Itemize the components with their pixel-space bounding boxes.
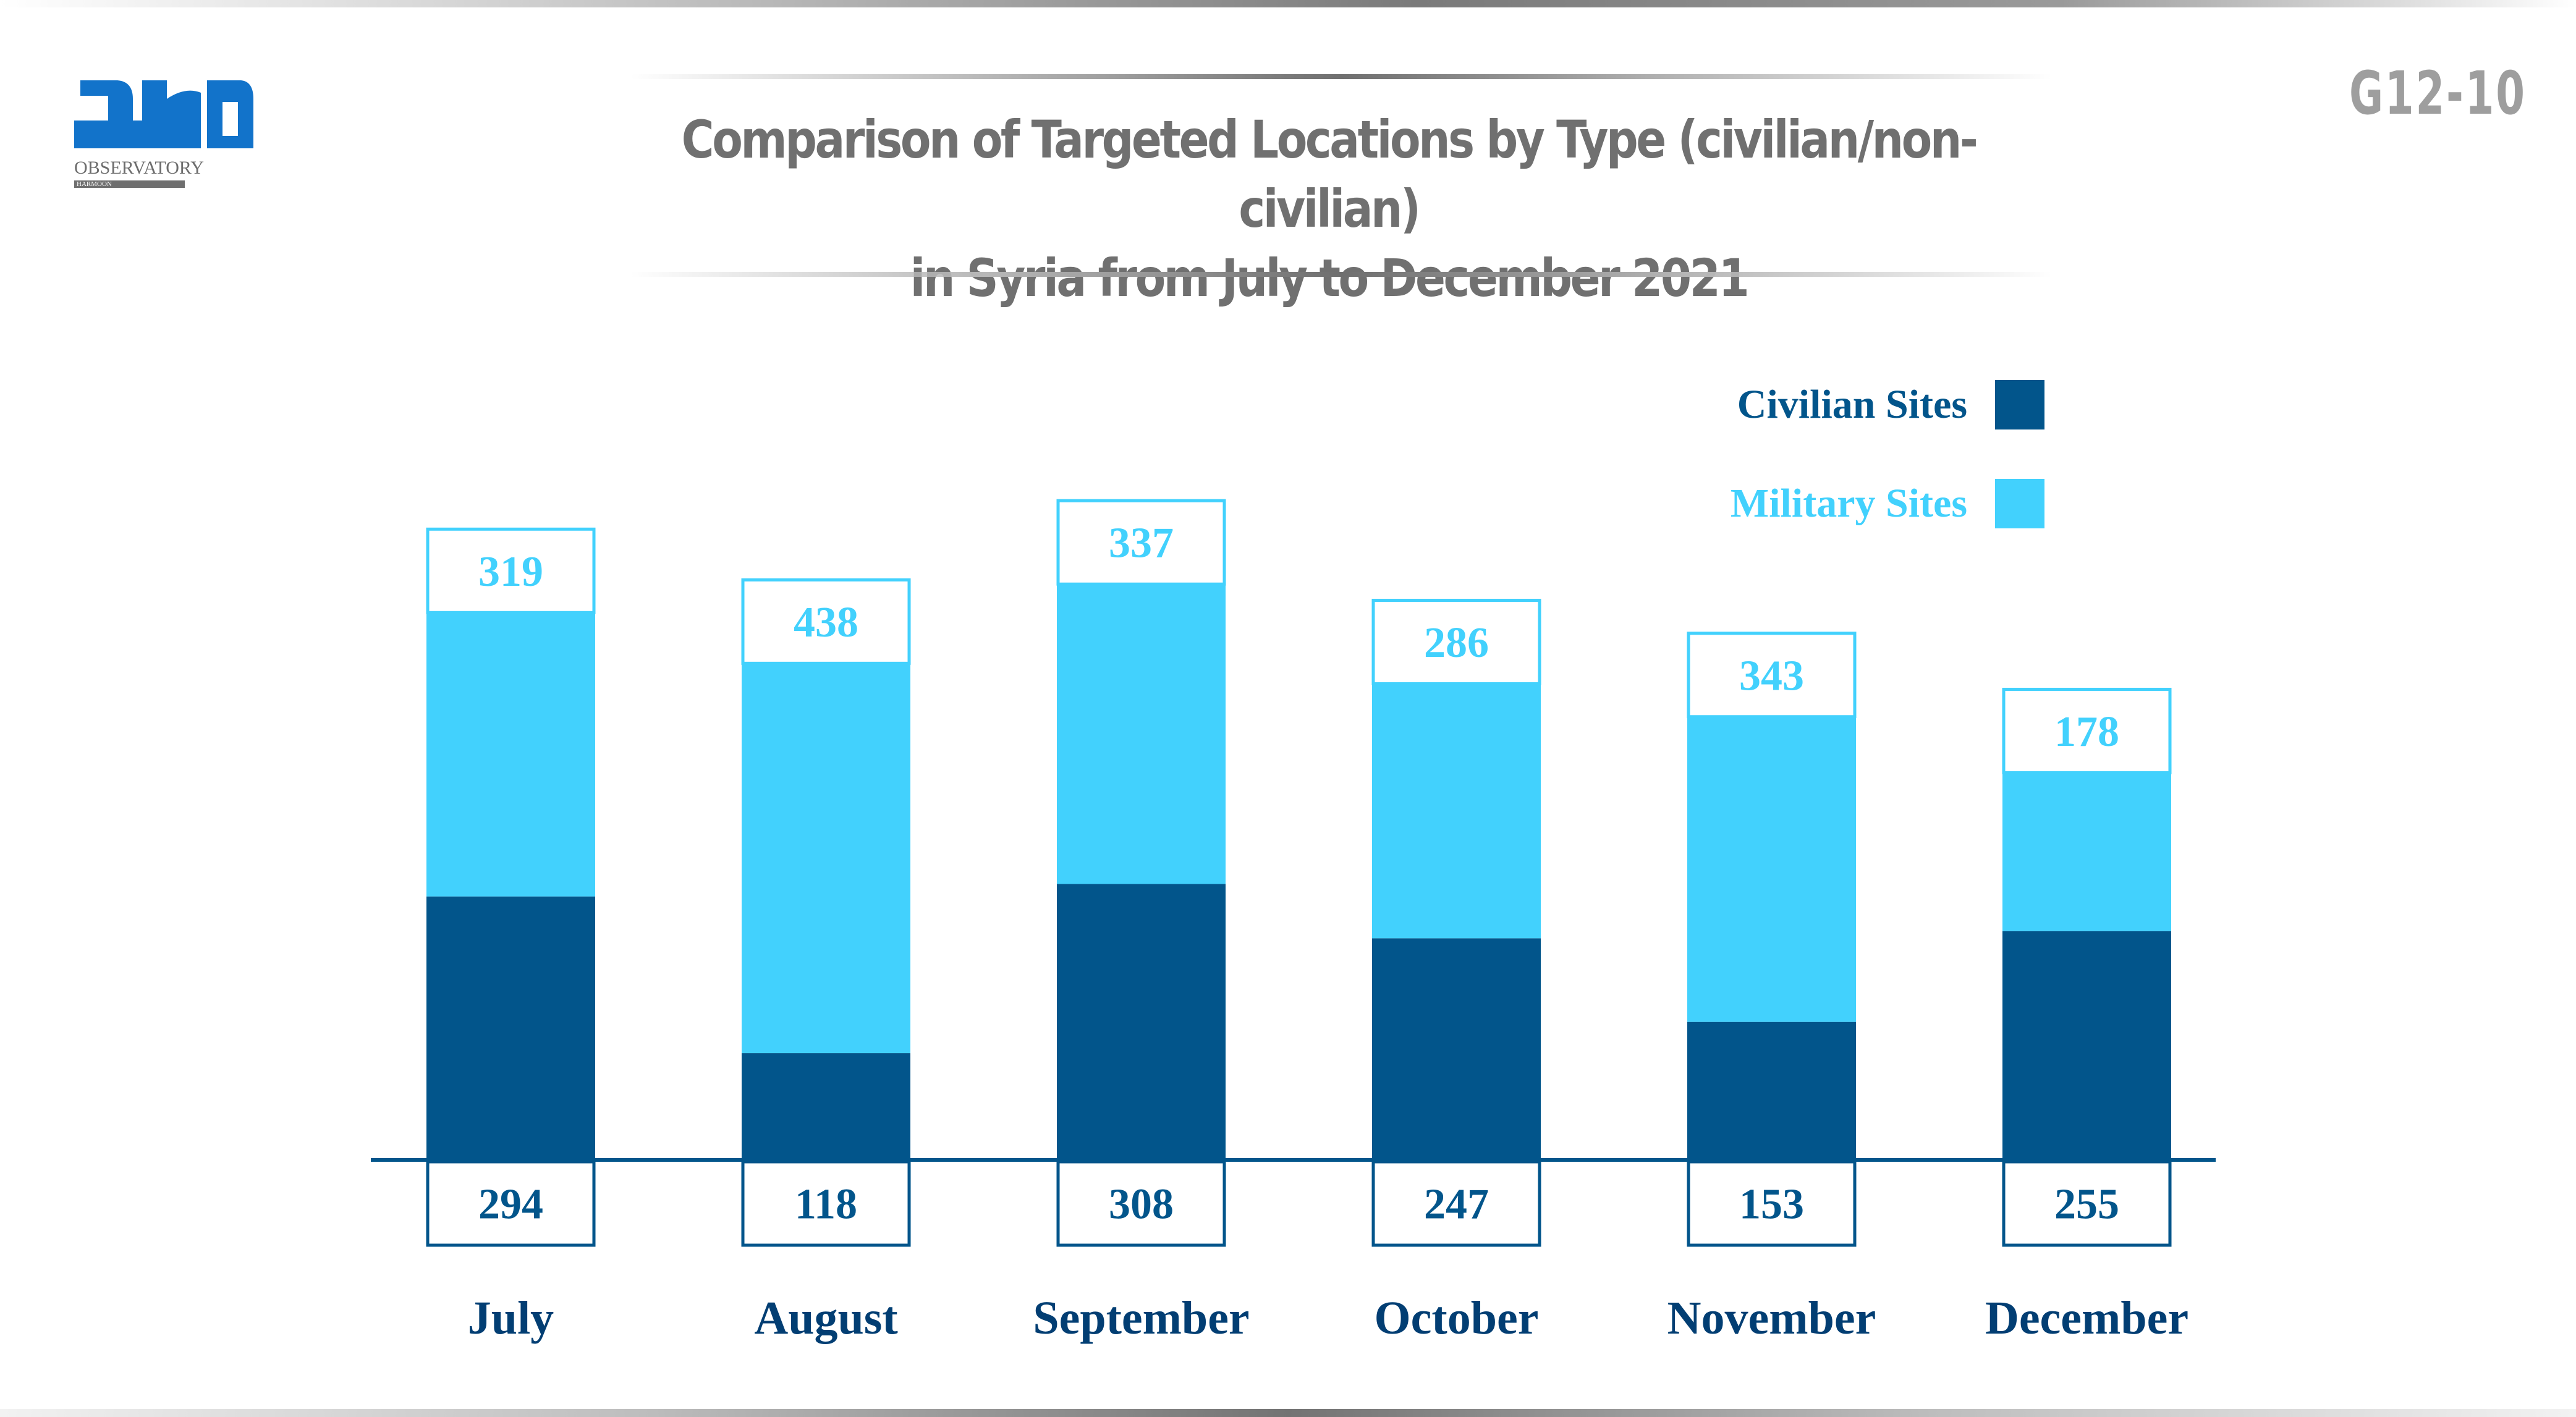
value-label-military-august: 438 <box>794 599 858 646</box>
value-label-civilian-july: 294 <box>478 1181 543 1229</box>
value-label-civilian-october: 247 <box>1424 1181 1489 1229</box>
value-box-civilian-december <box>2002 1160 2172 1247</box>
value-box-civilian-august <box>741 1160 911 1247</box>
bar-military-october <box>1372 683 1541 939</box>
observatory-logo: OBSERVATORY HARMOON <box>74 74 260 192</box>
bottom-decorative-rule <box>0 1409 2576 1417</box>
logo-english-subtext: HARMOON <box>74 180 185 188</box>
value-box-military-august <box>741 578 911 665</box>
value-box-military-october <box>1371 598 1541 685</box>
value-box-military-november <box>1687 632 1857 719</box>
bar-civilian-september <box>1057 884 1226 1158</box>
top-decorative-rule <box>0 0 2576 7</box>
legend-item-military: Military Sites <box>1731 479 2044 528</box>
logo-english-text: OBSERVATORY <box>74 158 204 178</box>
bar-civilian-november <box>1687 1022 1856 1158</box>
title-rule-top <box>630 74 2052 79</box>
value-label-civilian-november: 153 <box>1739 1181 1804 1229</box>
bar-military-november <box>1687 716 1856 1022</box>
bar-civilian-december <box>2002 931 2171 1158</box>
value-box-military-september <box>1056 499 1226 586</box>
title-rule-bottom <box>630 272 2052 277</box>
x-tick-label-august: August <box>754 1292 897 1344</box>
bar-military-july <box>426 612 595 897</box>
x-tick-label-september: September <box>1033 1292 1249 1344</box>
value-label-military-july: 319 <box>478 548 543 596</box>
x-tick-label-november: November <box>1667 1292 1876 1344</box>
value-label-military-november: 343 <box>1739 652 1804 700</box>
legend-swatch-military <box>1995 479 2044 528</box>
chart-title: Comparison of Targeted Locations by Type… <box>638 105 2020 313</box>
bar-military-december <box>2002 772 2171 931</box>
value-box-civilian-september <box>1056 1160 1226 1247</box>
value-box-military-july <box>426 527 596 614</box>
value-label-civilian-august: 118 <box>795 1181 857 1229</box>
value-box-civilian-october <box>1371 1160 1541 1247</box>
chart-title-line-2: in Syria from July to December 2021 <box>910 248 1750 308</box>
value-label-civilian-september: 308 <box>1109 1181 1174 1229</box>
value-box-military-december <box>2002 687 2172 774</box>
value-box-civilian-july <box>426 1160 596 1247</box>
value-label-military-september: 337 <box>1109 520 1174 567</box>
bar-military-september <box>1057 584 1226 884</box>
value-label-military-october: 286 <box>1424 619 1489 667</box>
bar-civilian-august <box>742 1053 910 1158</box>
logo-arabic-mark-icon <box>74 80 253 148</box>
x-tick-label-december: December <box>1985 1292 2188 1344</box>
bar-civilian-july <box>426 896 595 1158</box>
bar-military-august <box>742 663 910 1054</box>
legend-label-military: Military Sites <box>1730 481 1967 526</box>
x-tick-label-july: July <box>468 1292 554 1344</box>
x-tick-label-october: October <box>1375 1292 1539 1344</box>
chart-title-line-1: Comparison of Targeted Locations by Type… <box>681 109 1978 239</box>
value-label-civilian-december: 255 <box>2054 1181 2119 1229</box>
value-box-civilian-november <box>1687 1160 1857 1247</box>
legend-item-civilian: Civilian Sites <box>1737 380 2044 429</box>
bar-civilian-october <box>1372 938 1541 1158</box>
legend-swatch-civilian <box>1995 380 2044 429</box>
value-label-military-december: 178 <box>2054 708 2119 756</box>
figure-code: G12-10 <box>2349 59 2527 128</box>
legend-label-civilian: Civilian Sites <box>1737 382 1967 427</box>
